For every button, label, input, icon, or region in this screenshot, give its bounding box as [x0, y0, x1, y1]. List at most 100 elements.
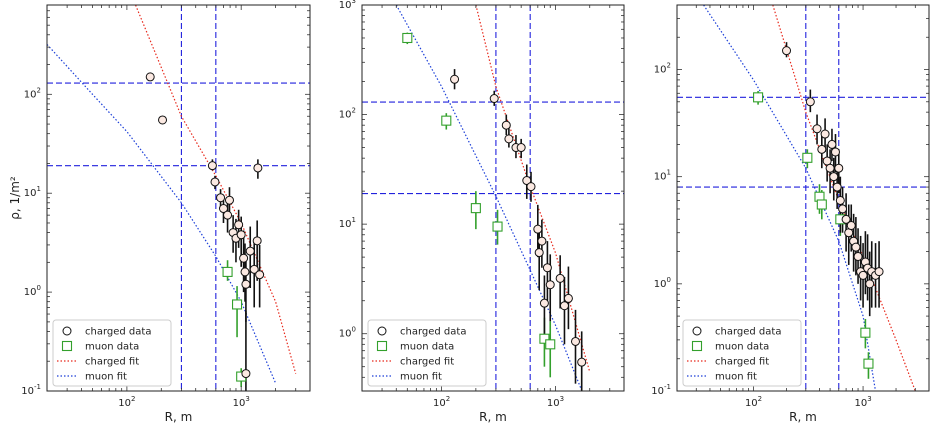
charged-data-point	[223, 210, 233, 220]
legend: charged data muon data charged fit muon fit	[52, 319, 172, 387]
plot-area	[362, 5, 624, 391]
legend: charged data muon data charged fit muon fit	[367, 319, 487, 387]
legend-marker-muon	[691, 340, 703, 352]
charged-data-point	[820, 129, 830, 139]
charged-data-point	[240, 267, 250, 277]
y-tick-label: 100	[24, 284, 41, 298]
axes-frame	[676, 4, 930, 392]
charged-data-point	[241, 369, 251, 379]
y-tick-label: 101	[654, 169, 671, 183]
muon-data-point	[231, 299, 243, 310]
chart-panel-1: 102 103 10-1 100 101 102 R, m ρ, 1/m² charged da…	[8, 4, 311, 424]
x-axis-label: R, m	[479, 410, 507, 424]
charged-data-point	[245, 246, 255, 256]
muon-data-point	[441, 115, 452, 126]
legend-muon-fit: muon fit	[715, 372, 757, 383]
legend-muon-fit: muon fit	[400, 372, 442, 383]
charged-data-point	[563, 293, 573, 303]
axes-frame	[361, 4, 625, 392]
charged-data-point	[835, 195, 845, 205]
muon-data-point	[545, 339, 556, 350]
legend-muon-data: muon data	[715, 342, 769, 353]
charged-data-point	[782, 46, 792, 56]
y-axis-label: ρ, 1/m²	[8, 176, 22, 220]
charged-data-point	[526, 182, 536, 192]
muon-data-point	[402, 32, 413, 44]
legend-box	[367, 319, 487, 387]
legend-charged-data: charged data	[715, 327, 781, 338]
y-tick-label: 101	[339, 216, 356, 230]
legend-muon-data: muon data	[400, 342, 454, 353]
muon-data-point	[816, 199, 827, 210]
charged-data-point	[516, 143, 526, 153]
charged-data-point	[218, 204, 228, 214]
y-tick-label: 101	[24, 185, 41, 199]
muon-data-point	[753, 92, 764, 103]
charged-data-point	[827, 139, 837, 149]
chart-panel-3: 102 103 10-1 100 101 102 R, m charged data muon …	[651, 4, 930, 424]
y-tick-label: 100	[339, 326, 356, 340]
charged-data-point	[252, 236, 262, 246]
charged-data-point	[224, 195, 234, 205]
x-tick-label: 102	[745, 395, 762, 409]
legend-marker-charged	[692, 326, 702, 336]
muon-data-point	[863, 358, 874, 369]
muon-data-point	[492, 221, 503, 232]
charged-data-point	[841, 214, 851, 224]
charged-data-point	[216, 193, 226, 203]
charged-data-point	[249, 264, 259, 274]
legend-box	[52, 319, 172, 387]
charged-data-point	[450, 74, 460, 84]
legend-box	[682, 319, 802, 387]
charged-data-point	[501, 120, 511, 130]
charged-data-point	[534, 248, 544, 258]
x-tick-label: 102	[118, 395, 135, 409]
y-tick-label: 102	[24, 86, 41, 100]
muon-data-point	[860, 327, 871, 338]
legend-muon-data: muon data	[85, 342, 139, 353]
y-tick-label: 10-1	[651, 383, 671, 397]
legend-charged-data: charged data	[400, 327, 466, 338]
y-tick-label: 100	[654, 276, 671, 290]
charged-data-point	[559, 301, 569, 311]
legend-charged-fit: charged fit	[400, 357, 454, 368]
charged-data-point	[851, 242, 861, 252]
x-tick-label: 103	[233, 395, 250, 409]
charged-data-point	[853, 251, 863, 261]
muon-data-point	[470, 203, 481, 214]
charged-data-point	[504, 134, 514, 144]
charged-data-point	[805, 97, 815, 107]
charged-data-point	[207, 161, 217, 171]
charged-data-point	[545, 280, 555, 290]
legend-marker-muon	[376, 340, 388, 352]
charged-data-point	[829, 172, 839, 182]
x-axis-label: R, m	[165, 410, 193, 424]
charged-data-point	[158, 115, 168, 125]
legend-charged-data: charged data	[85, 327, 151, 338]
charged-data-point	[570, 336, 580, 346]
charged-data-point	[522, 176, 532, 186]
charged-data-point	[533, 224, 543, 234]
charged-data-point	[236, 230, 246, 240]
charged-data-point	[830, 147, 840, 157]
charged-data-point	[817, 144, 827, 154]
charged-data-point	[812, 124, 822, 134]
legend-marker-charged	[377, 326, 387, 336]
chart-panel-2: 102 103 100 101 102 103 R, m charged data muon d…	[339, 0, 625, 424]
charged-data-point	[234, 220, 244, 230]
charged-data-point	[542, 263, 552, 273]
muon-data-point	[802, 152, 813, 163]
legend-marker-charged	[62, 326, 72, 336]
x-axis-label: R, m	[789, 410, 817, 424]
charged-data-point	[255, 270, 265, 280]
charged-data-point	[241, 279, 251, 289]
charged-data-point	[825, 163, 835, 173]
y-tick-label: 10-1	[21, 383, 41, 397]
x-tick-label: 103	[854, 395, 871, 409]
charged-data-point	[874, 267, 884, 277]
legend-muon-fit: muon fit	[85, 372, 127, 383]
muon-data-point	[222, 266, 233, 277]
charged-data-point	[838, 204, 848, 214]
plot-area	[47, 5, 310, 391]
